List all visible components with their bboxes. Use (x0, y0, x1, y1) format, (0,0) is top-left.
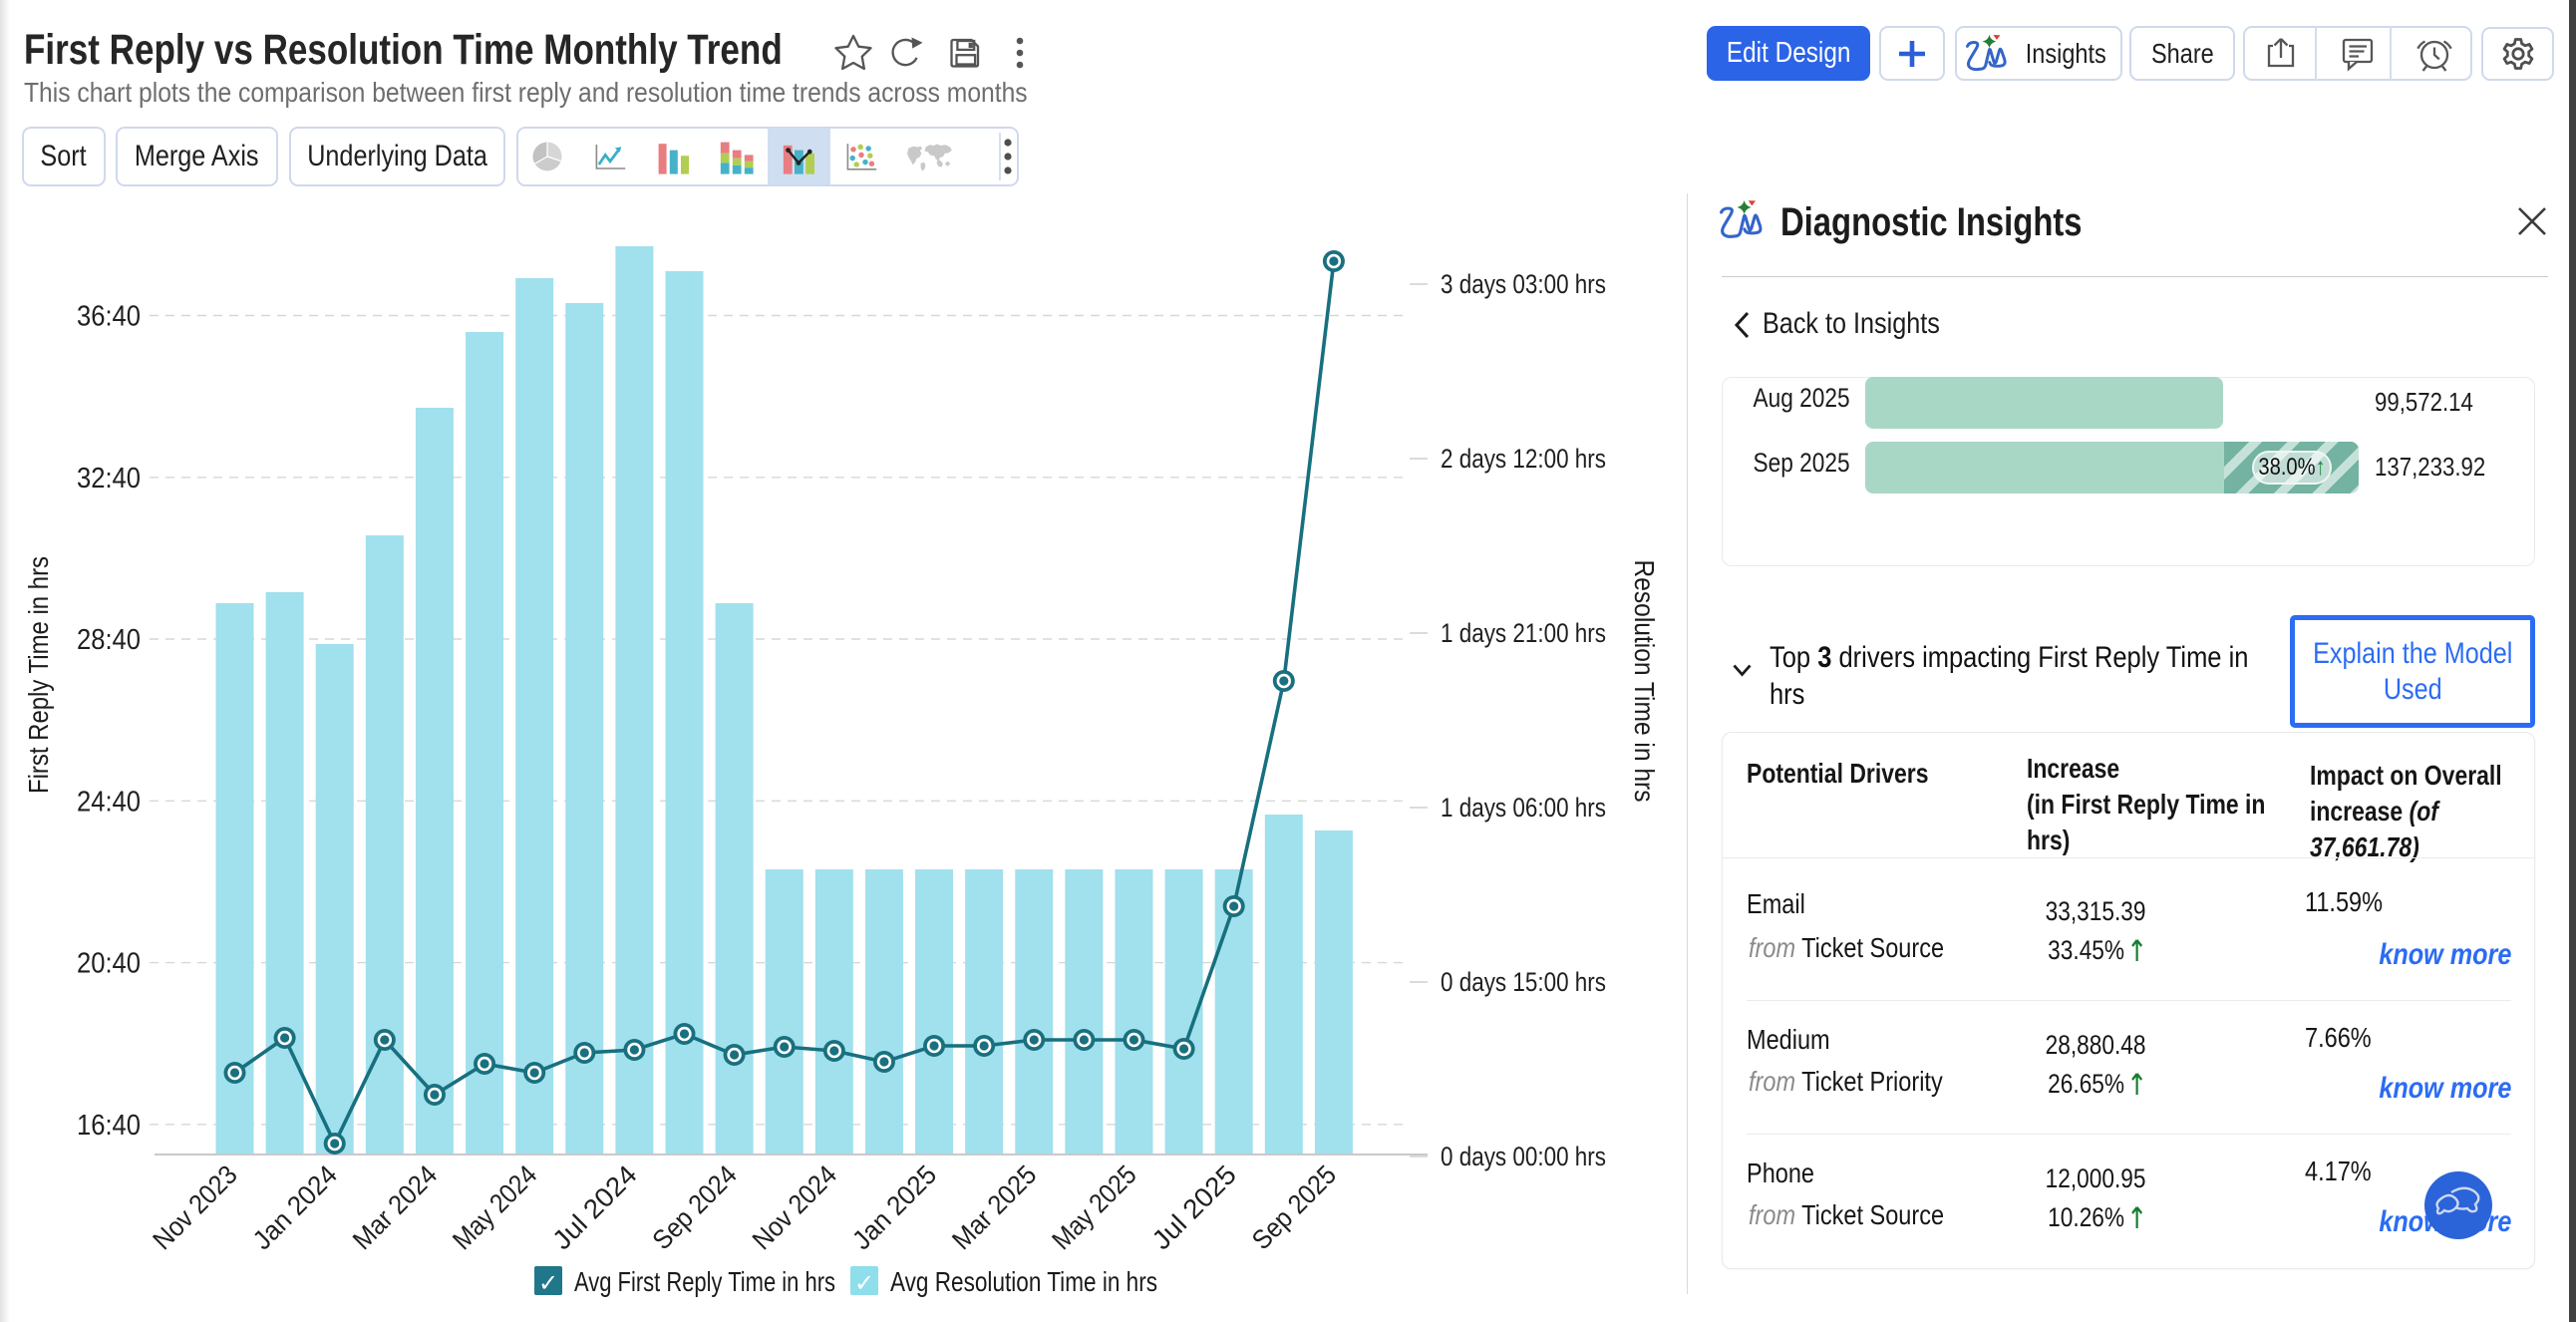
svg-text:Nov 2024: Nov 2024 (747, 1159, 842, 1255)
svg-text:0 days 15:00 hrs: 0 days 15:00 hrs (1441, 967, 1606, 997)
svg-text:First Reply Time in hrs: First Reply Time in hrs (23, 556, 54, 794)
svg-text:Resolution Time in hrs: Resolution Time in hrs (1629, 560, 1660, 803)
svg-text:May 2024: May 2024 (447, 1159, 542, 1255)
svg-text:2 days 12:00 hrs: 2 days 12:00 hrs (1441, 444, 1606, 474)
svg-text:Sep 2025: Sep 2025 (1246, 1159, 1342, 1255)
svg-text:36:40: 36:40 (77, 301, 141, 333)
svg-text:16:40: 16:40 (77, 1110, 141, 1142)
svg-text:1 days 21:00 hrs: 1 days 21:00 hrs (1441, 618, 1606, 648)
svg-text:Avg First Reply Time in hrs: Avg First Reply Time in hrs (574, 1266, 835, 1297)
svg-text:28:40: 28:40 (77, 624, 141, 656)
svg-text:Jul 2025: Jul 2025 (1146, 1159, 1242, 1255)
svg-text:Avg Resolution Time in hrs: Avg Resolution Time in hrs (890, 1266, 1157, 1297)
svg-text:3 days 03:00 hrs: 3 days 03:00 hrs (1441, 269, 1606, 299)
svg-text:✓: ✓ (538, 1270, 558, 1297)
svg-text:24:40: 24:40 (77, 786, 141, 818)
svg-text:Sep 2024: Sep 2024 (647, 1159, 743, 1255)
svg-text:Jan 2024: Jan 2024 (247, 1159, 343, 1255)
svg-text:Jul 2024: Jul 2024 (546, 1159, 642, 1255)
svg-text:0 days 00:00 hrs: 0 days 00:00 hrs (1441, 1142, 1606, 1171)
svg-text:Mar 2025: Mar 2025 (946, 1159, 1042, 1255)
svg-text:1 days 06:00 hrs: 1 days 06:00 hrs (1441, 793, 1606, 823)
svg-text:32:40: 32:40 (77, 463, 141, 495)
svg-text:✓: ✓ (854, 1270, 874, 1297)
svg-text:May 2025: May 2025 (1047, 1159, 1142, 1255)
svg-text:Nov 2023: Nov 2023 (148, 1159, 243, 1255)
svg-text:20:40: 20:40 (77, 948, 141, 980)
svg-text:Mar 2024: Mar 2024 (347, 1159, 443, 1255)
svg-text:Jan 2025: Jan 2025 (846, 1159, 942, 1255)
